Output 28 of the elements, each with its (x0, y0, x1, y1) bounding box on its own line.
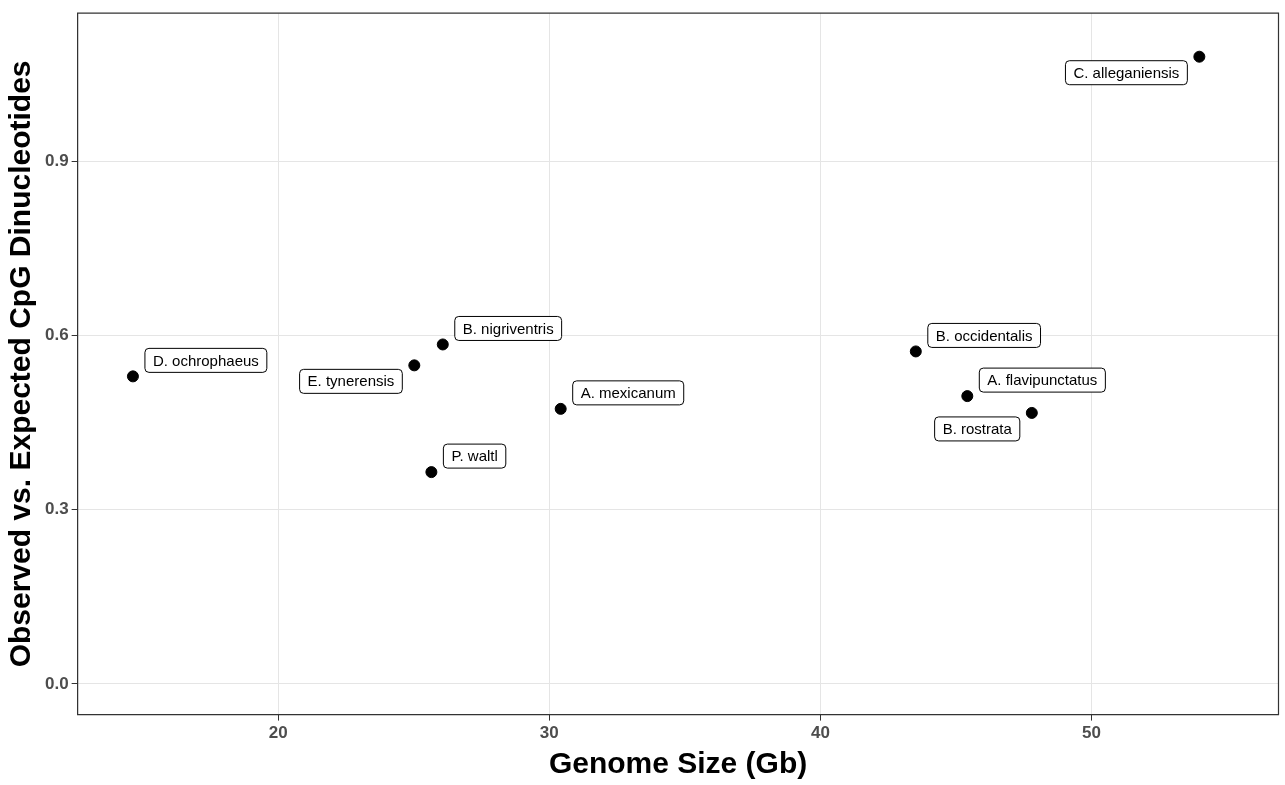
point (1025, 406, 1038, 419)
x-tick-label: 40 (810, 723, 830, 743)
x-axis-title: Genome Size (Gb) (548, 746, 808, 780)
point (1193, 50, 1206, 63)
y-tick-label: 0.6 (44, 325, 69, 345)
y-axis-title: Observed vs. Expected CpG Dinucleotides (3, 60, 37, 668)
y-tick-label: 0.0 (44, 673, 69, 693)
annotation: B. rostrata (942, 420, 1013, 438)
annotation: A. flavipunctatus (987, 371, 1098, 389)
point (425, 466, 438, 479)
annotation: B. occidentalis (935, 326, 1033, 344)
annotation: D. ochrophaeus (152, 351, 259, 369)
annotation: E. tynerensis (307, 372, 395, 390)
x-tick-label: 50 (1082, 723, 1101, 743)
annotation: B. nigriventris (462, 319, 554, 337)
y-tick-label: 0.3 (44, 499, 69, 519)
point (909, 345, 922, 358)
annotation: C. alleganiensis (1073, 63, 1180, 81)
x-tick-label: 30 (539, 723, 559, 743)
y-tick-label: 0.9 (44, 151, 69, 171)
point (126, 370, 139, 383)
x-tick-label: 20 (268, 723, 288, 743)
annotation: P. waltl (451, 447, 498, 465)
point (408, 359, 421, 372)
annotation: A. mexicanum (580, 384, 676, 401)
point (436, 338, 449, 351)
point (554, 402, 567, 415)
point (961, 390, 974, 403)
